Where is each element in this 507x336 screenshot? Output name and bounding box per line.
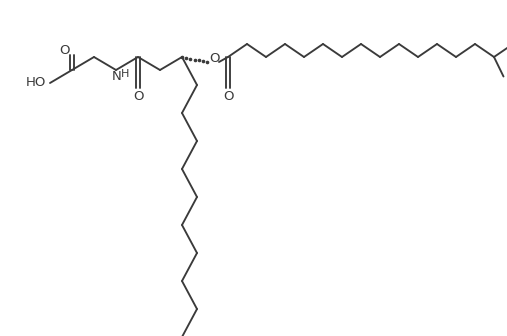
Text: H: H [121, 69, 129, 79]
Text: O: O [210, 51, 220, 65]
Text: O: O [59, 44, 69, 57]
Text: HO: HO [26, 77, 46, 89]
Text: O: O [133, 90, 143, 103]
Text: O: O [223, 90, 233, 103]
Text: N: N [112, 71, 122, 84]
